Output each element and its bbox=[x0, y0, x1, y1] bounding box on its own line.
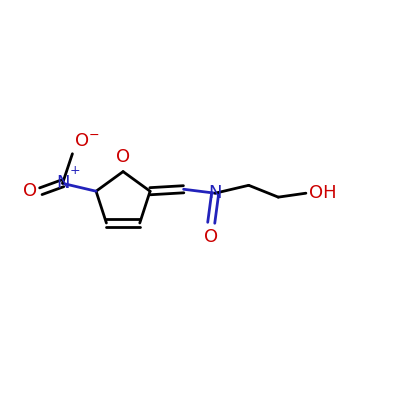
Text: O: O bbox=[116, 148, 130, 166]
Text: O$^{-}$: O$^{-}$ bbox=[74, 132, 100, 150]
Text: OH: OH bbox=[309, 184, 337, 202]
Text: O: O bbox=[23, 182, 37, 200]
Text: N: N bbox=[56, 174, 69, 192]
Text: +: + bbox=[69, 164, 80, 177]
Text: O: O bbox=[204, 228, 218, 246]
Text: N: N bbox=[208, 184, 222, 202]
